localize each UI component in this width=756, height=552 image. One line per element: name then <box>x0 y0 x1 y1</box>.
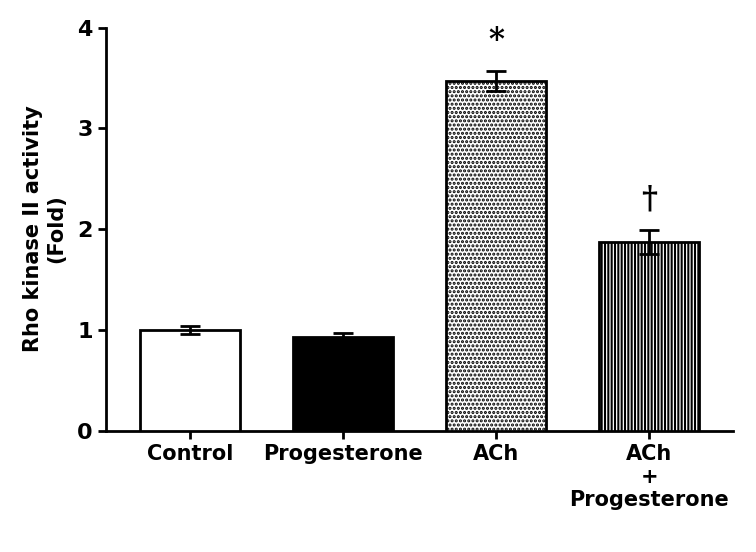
Text: †: † <box>641 184 657 215</box>
Bar <box>446 81 546 431</box>
Y-axis label: Rho kinase II activity
(Fold): Rho kinase II activity (Fold) <box>23 105 66 353</box>
Text: *: * <box>488 25 504 56</box>
Bar <box>600 242 699 431</box>
Bar <box>141 330 240 431</box>
Bar <box>293 337 393 431</box>
